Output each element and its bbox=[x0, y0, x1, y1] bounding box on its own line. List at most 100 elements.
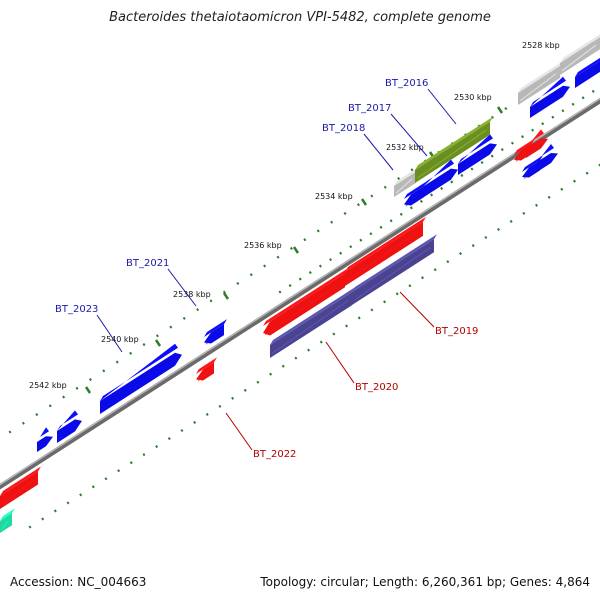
gene-bt2017 bbox=[424, 159, 458, 197]
tick-mark bbox=[84, 386, 92, 394]
gene-bt2020-red bbox=[263, 268, 348, 336]
dash-mark bbox=[504, 107, 508, 111]
dash-mark bbox=[8, 430, 12, 434]
gene-bt2021 bbox=[204, 319, 227, 345]
gene-label: BT_2022 bbox=[253, 449, 296, 460]
dash-mark bbox=[571, 102, 575, 106]
accession-text: Accession: NC_004663 bbox=[10, 575, 147, 589]
dash-mark bbox=[308, 271, 312, 275]
dash-mark bbox=[278, 290, 282, 294]
dash-mark bbox=[535, 203, 538, 207]
dash-rows bbox=[8, 72, 600, 529]
dash-mark bbox=[383, 185, 387, 189]
leader-line bbox=[325, 341, 355, 384]
dash-mark bbox=[359, 238, 363, 242]
dash-mark bbox=[129, 461, 133, 465]
gene-red-small-2 bbox=[526, 129, 548, 158]
dash-mark bbox=[288, 283, 292, 288]
dash-mark bbox=[560, 187, 564, 191]
gene-bt2022 bbox=[196, 357, 217, 382]
dash-mark bbox=[209, 299, 213, 303]
dash-mark bbox=[129, 351, 133, 355]
dash-mark bbox=[408, 284, 412, 288]
dash-mark bbox=[263, 264, 267, 268]
tick-label: 2540 kbp bbox=[101, 335, 139, 344]
dash-mark bbox=[585, 171, 589, 175]
dash-mark bbox=[155, 445, 159, 449]
dash-mark bbox=[521, 135, 524, 139]
dash-mark bbox=[490, 154, 494, 158]
leader-line bbox=[399, 291, 435, 328]
gene-grey-2 bbox=[518, 60, 563, 105]
gene-bt2019 bbox=[352, 234, 437, 305]
dash-mark bbox=[307, 348, 311, 352]
dash-mark bbox=[155, 334, 159, 338]
dash-mark bbox=[510, 141, 514, 145]
gene-teal-edge bbox=[0, 508, 15, 533]
dash-mark bbox=[591, 89, 595, 93]
dash-mark bbox=[35, 412, 39, 417]
dash-mark bbox=[421, 276, 425, 280]
dash-mark bbox=[236, 281, 240, 285]
dash-mark bbox=[531, 128, 535, 132]
dash-mark bbox=[298, 277, 302, 281]
dash-mark bbox=[409, 206, 413, 210]
dash-mark bbox=[66, 501, 70, 505]
dash-mark bbox=[383, 300, 387, 304]
gene-red-edge bbox=[0, 466, 41, 509]
dash-mark bbox=[294, 356, 298, 360]
dash-mark bbox=[75, 386, 79, 390]
dash-mark bbox=[509, 219, 513, 223]
dash-mark bbox=[316, 229, 320, 233]
dash-mark bbox=[349, 245, 353, 249]
gene-grey-3 bbox=[560, 34, 600, 75]
gene-bt2016 bbox=[458, 134, 497, 175]
gene-label: BT_2020 bbox=[355, 382, 398, 393]
tick-label: 2538 kbp bbox=[173, 290, 211, 299]
dash-mark bbox=[345, 324, 349, 328]
dash-mark bbox=[303, 238, 307, 242]
tick-label: 2532 kbp bbox=[386, 143, 424, 152]
dash-mark bbox=[446, 260, 450, 264]
dash-mark bbox=[551, 115, 555, 119]
dash-mark bbox=[459, 252, 463, 256]
dash-mark bbox=[356, 203, 360, 207]
dash-mark bbox=[497, 227, 500, 232]
dash-mark bbox=[193, 420, 197, 425]
dash-mark bbox=[433, 268, 437, 272]
dash-mark bbox=[231, 396, 235, 400]
gene-bt2024 bbox=[57, 410, 82, 443]
dash-mark bbox=[500, 148, 504, 152]
dash-mark bbox=[41, 517, 45, 521]
dash-mark bbox=[379, 225, 383, 229]
dash-mark bbox=[440, 186, 444, 190]
dash-mark bbox=[182, 316, 186, 320]
dash-mark bbox=[397, 176, 401, 181]
dash-mark bbox=[522, 211, 526, 215]
dash-mark bbox=[339, 251, 343, 255]
gene-labels: BT_2016 BT_2017 BT_2018 BT_2021 BT_2023 BT_20… bbox=[55, 78, 478, 460]
dash-mark bbox=[169, 325, 173, 329]
dash-mark bbox=[480, 160, 484, 165]
dash-mark bbox=[318, 264, 322, 268]
dash-mark bbox=[289, 246, 293, 250]
gene-label: BT_2019 bbox=[435, 326, 478, 337]
dash-mark bbox=[218, 404, 222, 408]
dash-mark bbox=[102, 369, 106, 373]
scale-ticks: 2528 kbp 2530 kbp 2532 kbp 2534 kbp 2536 kbp… bbox=[29, 41, 570, 394]
dash-mark bbox=[343, 211, 347, 216]
gene-label: BT_2018 bbox=[322, 123, 365, 134]
dash-mark bbox=[419, 199, 423, 203]
dash-mark bbox=[369, 232, 373, 236]
dash-mark bbox=[48, 404, 52, 408]
gene-label: BT_2021 bbox=[126, 258, 169, 269]
dash-mark bbox=[249, 273, 253, 277]
tick-label: 2534 kbp bbox=[315, 192, 353, 201]
dash-mark bbox=[430, 193, 434, 197]
dash-mark bbox=[256, 380, 260, 384]
gene-olive bbox=[415, 116, 493, 183]
dash-mark bbox=[581, 96, 585, 100]
gene-bt2023 bbox=[100, 343, 182, 414]
leader-line bbox=[390, 113, 428, 157]
gene-blue-edge bbox=[575, 57, 600, 88]
